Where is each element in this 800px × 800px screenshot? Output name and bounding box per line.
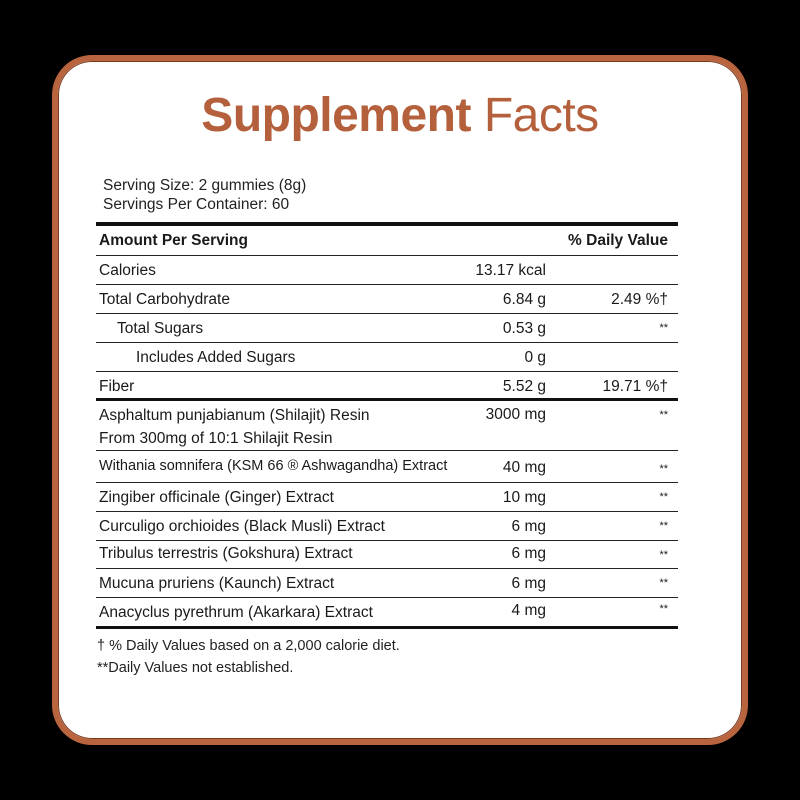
footnote-not-established: **Daily Values not established. [97,660,294,676]
ingredient-dv: ** [659,520,668,532]
nutrient-dv: 2.49 %† [611,291,668,308]
nutrient-amount: 0.53 g [502,320,546,337]
nutrient-name: Fiber [99,378,135,395]
table-row: Curculigo orchioides (Black Musli) Extra… [96,512,678,541]
serving-info: Serving Size: 2 gummies (8g) Servings Pe… [103,176,306,214]
table-row: Total Carbohydrate 6.84 g 2.49 %† [96,285,678,314]
table-row: Mucuna pruriens (Kaunch) Extract 6 mg ** [96,569,678,598]
ingredient-dv: ** [659,549,668,561]
ingredient-name: Tribulus terrestris (Gokshura) Extract [99,545,353,562]
ingredient-amount: 6 mg [511,518,546,535]
nutrient-amount: 6.84 g [502,291,546,308]
ingredient-amount: 6 mg [511,575,546,592]
table-row: Tribulus terrestris (Gokshura) Extract 6 … [96,541,678,569]
nutrient-name: Includes Added Sugars [136,349,296,366]
ingredient-name: Withania somnifera (KSM 66 ® Ashwagandha… [99,458,448,474]
table-row: Asphaltum punjabianum (Shilajit) Resin Fr… [96,401,678,451]
ingredient-dv: ** [659,577,668,589]
table-row: Zingiber officinale (Ginger) Extract 10 m… [96,483,678,512]
table-row: Withania somnifera (KSM 66 ® Ashwagandha… [96,451,678,483]
table-row: Anacyclus pyrethrum (Akarkara) Extract 4 … [96,598,678,629]
table-row: Total Sugars 0.53 g ** [96,314,678,343]
ingredient-source: From 300mg of 10:1 Shilajit Resin [99,430,333,447]
nutrient-dv: 19.71 %† [602,378,669,395]
nutrient-name: Calories [99,262,156,279]
table-header: Amount Per Serving % Daily Value [96,226,678,256]
page-title: Supplement Facts [0,88,800,143]
ingredient-name: Zingiber officinale (Ginger) Extract [99,489,334,506]
nutrient-amount: 0 g [524,349,546,366]
servings-per-container: Servings Per Container: 60 [103,196,290,213]
facts-table: Amount Per Serving % Daily Value Calorie… [96,222,678,629]
nutrient-name: Total Sugars [117,320,204,337]
table-row: Includes Added Sugars 0 g [96,343,678,372]
ingredient-dv: ** [659,463,668,475]
ingredient-dv: ** [659,603,668,615]
ingredient-name: Mucuna pruriens (Kaunch) Extract [99,575,335,592]
ingredient-amount: 40 mg [502,459,546,476]
header-amount: Amount Per Serving [99,232,248,249]
ingredient-name: Curculigo orchioides (Black Musli) Extra… [99,518,385,535]
ingredient-dv: ** [659,409,668,421]
nutrient-dv: ** [659,322,668,334]
nutrient-name: Total Carbohydrate [99,291,230,308]
ingredient-amount: 6 mg [511,545,546,562]
serving-size: Serving Size: 2 gummies (8g) [103,177,307,194]
header-dv: % Daily Value [568,232,668,249]
title-bold: Supplement [201,89,471,142]
divider-thick [96,222,678,226]
ingredient-amount: 4 mg [511,602,546,619]
ingredient-amount: 10 mg [502,489,546,506]
nutrient-amount: 5.52 g [502,378,546,395]
ingredient-dv: ** [659,491,668,503]
table-row: Calories 13.17 kcal [96,256,678,285]
ingredient-name: Anacyclus pyrethrum (Akarkara) Extract [99,604,373,621]
ingredient-amount: 3000 mg [485,406,546,423]
table-row: Fiber 5.52 g 19.71 %† [96,372,678,401]
ingredient-name: Asphaltum punjabianum (Shilajit) Resin Fr… [99,404,370,450]
footnotes: † % Daily Values based on a 2,000 calori… [97,635,400,679]
nutrient-amount: 13.17 kcal [475,262,546,279]
title-light: Facts [483,89,599,142]
footnote-daily-values: † % Daily Values based on a 2,000 calori… [97,638,400,654]
ingredient-name-main: Asphaltum punjabianum (Shilajit) Resin [99,407,370,424]
